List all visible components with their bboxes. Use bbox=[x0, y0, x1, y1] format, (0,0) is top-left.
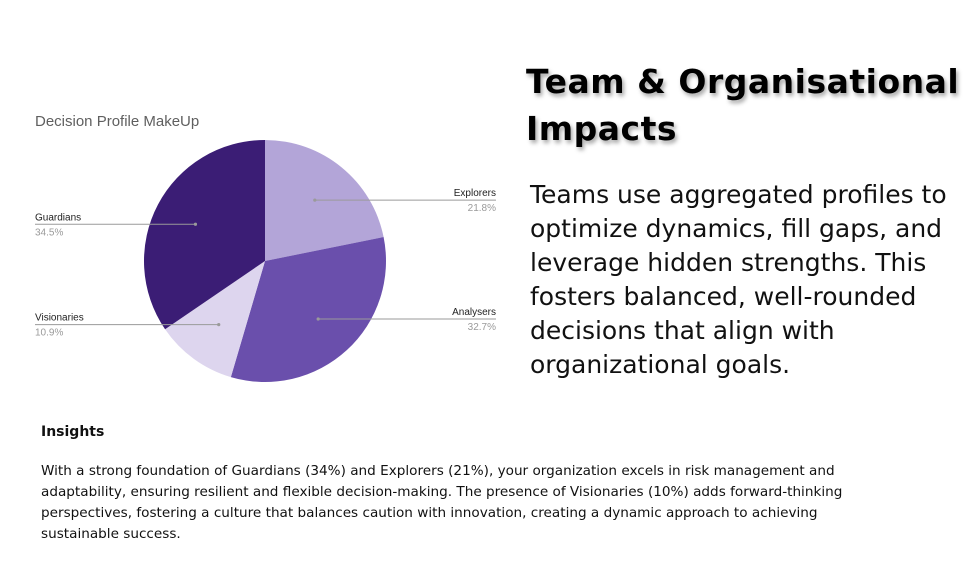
slice-name-visionaries: Visionaries bbox=[35, 313, 84, 324]
leader-dot-explorers bbox=[313, 198, 317, 202]
chart-title: Decision Profile MakeUp bbox=[35, 113, 199, 130]
slice-labels: Explorers 21.8% Analysers 32.7% Visionaries 1… bbox=[35, 188, 496, 339]
slice-name-guardians: Guardians bbox=[35, 212, 81, 223]
body-paragraph: Teams use aggregated profiles to optimiz… bbox=[530, 180, 947, 379]
slice-percent-analysers: 32.7% bbox=[468, 322, 496, 333]
pie-slice-analysers bbox=[230, 236, 387, 382]
pie-slice-visionaries bbox=[165, 261, 265, 378]
slice-percent-guardians: 34.5% bbox=[35, 227, 63, 238]
pie-chart: Decision Profile MakeUp Explorers 21.8% An… bbox=[35, 113, 496, 382]
slice-percent-explorers: 21.8% bbox=[468, 203, 496, 214]
leader-dot-analysers bbox=[316, 317, 320, 321]
insights-paragraph: With a strong foundation of Guardians (3… bbox=[41, 463, 843, 542]
slice-percent-visionaries: 10.9% bbox=[35, 328, 63, 339]
insights-title: Insights bbox=[41, 424, 105, 440]
pie-slice-guardians bbox=[144, 140, 265, 330]
pie-slices bbox=[144, 140, 387, 382]
leader-dot-guardians bbox=[193, 222, 198, 226]
slice-name-explorers: Explorers bbox=[454, 188, 496, 199]
page-heading: Team & Organisational Impacts bbox=[526, 62, 960, 148]
slice-name-analysers: Analysers bbox=[452, 307, 496, 318]
leader-dot-visionaries bbox=[217, 323, 221, 327]
